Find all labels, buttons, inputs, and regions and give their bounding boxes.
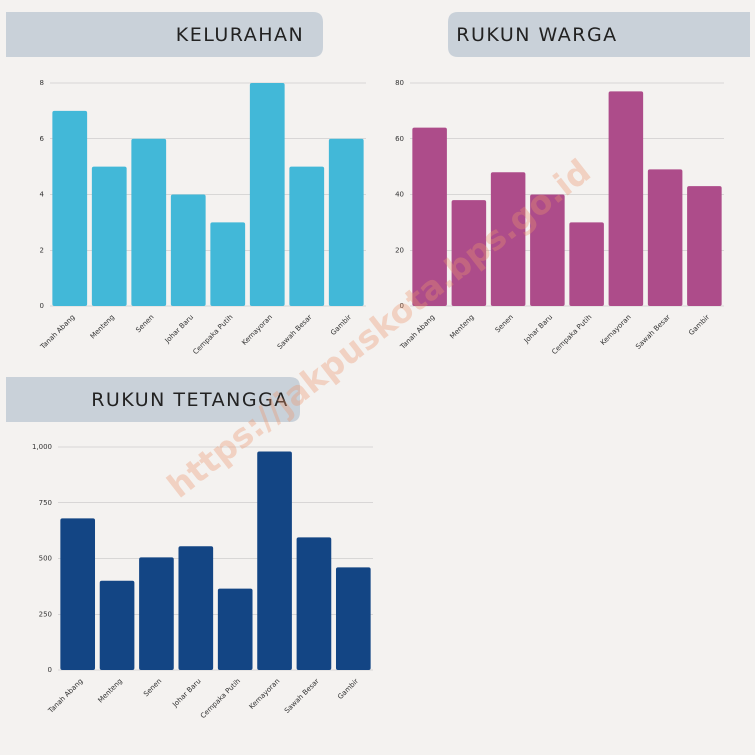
bar	[335, 567, 371, 670]
title-box	[6, 12, 323, 57]
title-box	[6, 377, 300, 422]
y-tick-label: 40	[395, 191, 404, 199]
bar	[530, 194, 565, 306]
bar	[249, 83, 285, 306]
y-tick-label: 0	[40, 302, 44, 310]
bar	[170, 194, 206, 306]
bar	[412, 127, 447, 306]
bar	[328, 138, 364, 306]
bar	[99, 580, 135, 670]
y-tick-label: 6	[40, 135, 45, 143]
chart-title: RUKUN WARGA	[456, 24, 617, 46]
bar	[91, 166, 127, 306]
y-tick-label: 4	[40, 191, 45, 199]
bar	[217, 588, 253, 670]
y-tick-label: 1,000	[32, 443, 52, 451]
y-tick-label: 2	[40, 246, 44, 254]
bar	[178, 546, 214, 670]
title-box	[448, 12, 750, 57]
bar	[569, 222, 604, 306]
bar	[451, 200, 487, 306]
bar	[289, 166, 325, 306]
bar	[647, 169, 683, 306]
bar	[139, 557, 174, 670]
bar	[608, 91, 644, 306]
y-tick-label: 250	[39, 610, 52, 618]
y-tick-label: 60	[395, 135, 404, 143]
y-tick-label: 8	[40, 79, 44, 87]
bar	[296, 537, 332, 670]
bar	[490, 172, 526, 306]
y-tick-label: 80	[395, 79, 404, 87]
y-tick-label: 500	[39, 555, 52, 563]
chart-title: RUKUN TETANGGA	[91, 389, 289, 411]
bar	[60, 518, 96, 670]
bar	[52, 110, 88, 306]
y-tick-label: 750	[39, 499, 52, 507]
y-tick-label: 20	[395, 246, 404, 254]
bar	[210, 222, 246, 306]
bar	[687, 186, 722, 306]
bar	[257, 451, 292, 670]
y-tick-label: 0	[400, 302, 404, 310]
y-tick-label: 0	[48, 666, 52, 674]
chart-title: KELURAHAN	[176, 24, 304, 46]
bar	[131, 138, 167, 306]
